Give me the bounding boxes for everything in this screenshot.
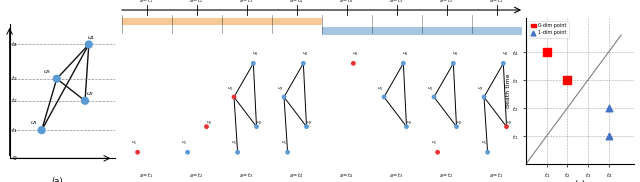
- Text: $u_2$: $u_2$: [206, 119, 212, 127]
- Text: $u_4$: $u_4$: [452, 50, 458, 58]
- Text: $u_4$: $u_4$: [252, 50, 258, 58]
- Point: [429, 96, 439, 98]
- Text: $u_4$: $u_4$: [301, 50, 308, 58]
- Text: $a=t_1$: $a=t_1$: [140, 0, 154, 5]
- Point: [229, 96, 239, 98]
- Text: $u_2$: $u_2$: [307, 119, 313, 127]
- Text: $a=t_1$: $a=t_1$: [489, 171, 504, 180]
- Text: $a=t_4$: $a=t_4$: [339, 171, 354, 180]
- Text: $u_4$: $u_4$: [351, 50, 358, 58]
- Point: [541, 50, 552, 53]
- Point: [479, 96, 489, 98]
- Point: [132, 151, 143, 154]
- Text: $a=t_2$: $a=t_2$: [189, 171, 204, 180]
- Point: [401, 125, 412, 128]
- Text: $a=t_3$: $a=t_3$: [389, 171, 404, 180]
- Text: $u_2$: $u_2$: [456, 119, 463, 127]
- Point: [80, 99, 90, 102]
- Point: [232, 151, 243, 154]
- Point: [498, 62, 508, 65]
- Text: $a=t_3$: $a=t_3$: [239, 0, 254, 5]
- Text: $u_1$: $u_1$: [232, 139, 238, 147]
- Point: [252, 125, 262, 128]
- Point: [348, 62, 358, 65]
- Point: [279, 96, 289, 98]
- Point: [84, 43, 94, 46]
- Y-axis label: death time: death time: [506, 74, 511, 108]
- Text: $t_4$: $t_4$: [11, 40, 18, 49]
- Text: 0: 0: [12, 156, 16, 161]
- Text: $u_1$: $u_1$: [481, 139, 488, 147]
- Text: $u_2$: $u_2$: [86, 90, 94, 98]
- Legend: 0-dim point, 1-dim point: 0-dim point, 1-dim point: [529, 21, 568, 38]
- Text: $u_3$: $u_3$: [277, 86, 284, 93]
- Text: $a=t_4$: $a=t_4$: [339, 0, 354, 5]
- Text: $a=t_3$: $a=t_3$: [389, 0, 404, 5]
- Point: [52, 77, 62, 80]
- Bar: [321, 27, 522, 35]
- Text: $u_1$: $u_1$: [431, 139, 438, 147]
- Text: $u_4$: $u_4$: [401, 50, 408, 58]
- Text: $u_2$: $u_2$: [256, 119, 263, 127]
- Text: $u_3$: $u_3$: [43, 68, 51, 76]
- Text: $u_3$: $u_3$: [477, 86, 484, 93]
- Point: [501, 125, 511, 128]
- Point: [301, 125, 312, 128]
- Point: [604, 134, 614, 137]
- Point: [248, 62, 259, 65]
- Text: $t_2$: $t_2$: [11, 96, 18, 105]
- Text: $u_2$: $u_2$: [406, 119, 413, 127]
- Text: $a=t_2$: $a=t_2$: [189, 0, 204, 5]
- Point: [182, 151, 193, 154]
- Text: $u_3$: $u_3$: [428, 86, 434, 93]
- Text: $t_3$: $t_3$: [11, 74, 18, 83]
- Bar: [122, 18, 321, 25]
- Text: $a=t_4$: $a=t_4$: [289, 0, 304, 5]
- Point: [36, 129, 47, 132]
- Point: [282, 151, 292, 154]
- Text: $u_2$: $u_2$: [506, 119, 513, 127]
- Point: [483, 151, 493, 154]
- Text: (a): (a): [51, 177, 63, 182]
- Text: $a=t_3$: $a=t_3$: [239, 171, 254, 180]
- Text: $a=t_1$: $a=t_1$: [140, 171, 154, 180]
- Point: [398, 62, 408, 65]
- Text: $a=t_2$: $a=t_2$: [439, 0, 454, 5]
- Text: $u_3$: $u_3$: [377, 86, 384, 93]
- Text: $t_1$: $t_1$: [11, 126, 18, 135]
- Text: $u_1$: $u_1$: [131, 139, 138, 147]
- Point: [448, 62, 458, 65]
- Text: $u_1$: $u_1$: [30, 119, 38, 126]
- Point: [433, 151, 443, 154]
- Point: [451, 125, 461, 128]
- Text: $a=t_1$: $a=t_1$: [489, 0, 504, 5]
- Text: $u_3$: $u_3$: [227, 86, 234, 93]
- Text: $u_1$: $u_1$: [282, 139, 288, 147]
- Point: [298, 62, 308, 65]
- Text: $a=t_4$: $a=t_4$: [289, 171, 304, 180]
- Text: $u_4$: $u_4$: [88, 34, 96, 42]
- Point: [604, 106, 614, 109]
- Text: $a=t_2$: $a=t_2$: [439, 171, 454, 180]
- Point: [379, 96, 389, 98]
- Point: [202, 125, 212, 128]
- Point: [563, 78, 573, 81]
- Text: $u_4$: $u_4$: [502, 50, 508, 58]
- Text: $u_1$: $u_1$: [181, 139, 188, 147]
- Text: (c): (c): [574, 180, 586, 182]
